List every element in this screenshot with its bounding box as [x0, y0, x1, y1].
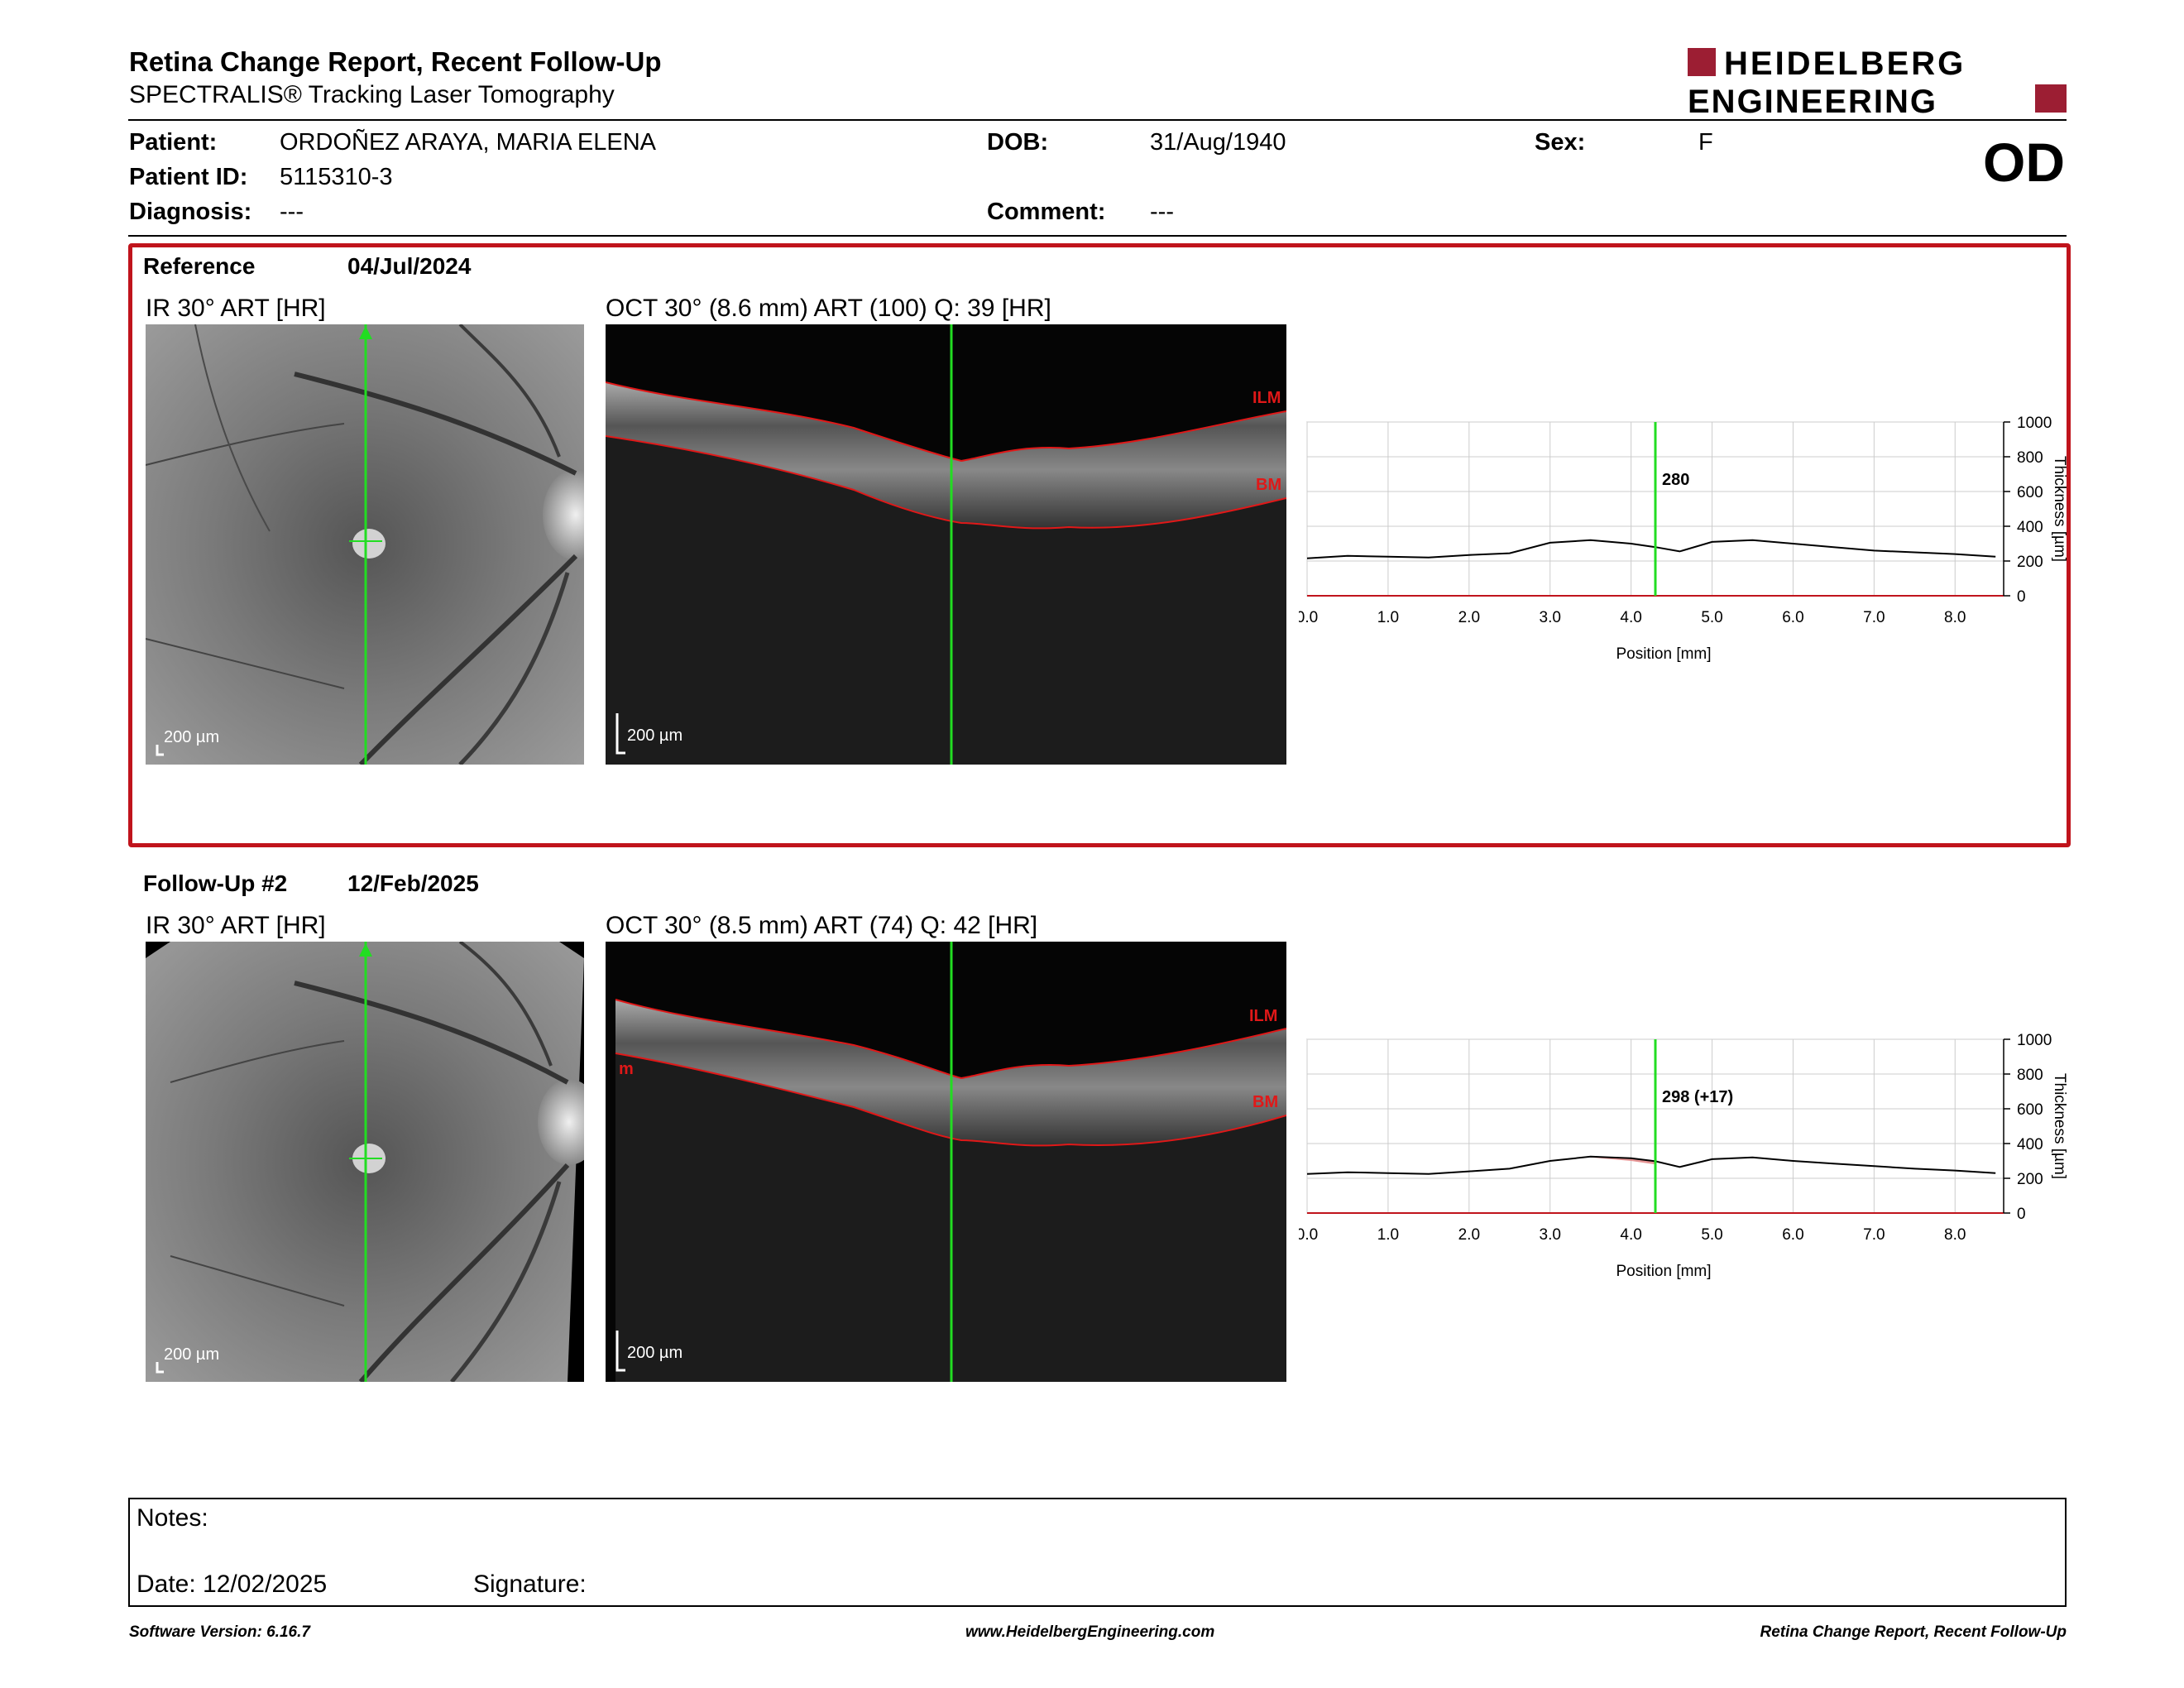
dob-value: 31/Aug/1940	[1150, 129, 1286, 156]
x-tick-label: 1.0	[1377, 1226, 1399, 1244]
svg-text:ILM: ILM	[1252, 389, 1281, 407]
y-tick-label: 800	[2017, 1067, 2043, 1084]
followup-oct-title: OCT 30° (8.5 mm) ART (74) Q: 42 [HR]	[606, 912, 1038, 939]
cursor-value-label: 280	[1662, 471, 1689, 489]
svg-text:BM: BM	[1252, 1093, 1278, 1111]
y-tick-label: 1000	[2017, 415, 2052, 432]
x-tick-label: 0.0	[1299, 1226, 1318, 1244]
svg-text:ENGINEERING: ENGINEERING	[1688, 84, 1937, 117]
report-title: Retina Change Report, Recent Follow-Up	[129, 46, 662, 77]
footer-software-version: Software Version: 6.16.7	[129, 1623, 310, 1641]
y-tick-label: 400	[2017, 1136, 2043, 1153]
followup-thickness-chart: 0.0 1.0 2.0 3.0 4.0 5.0 6.0 7.0 8.0 0 200 400 600 800…	[1299, 1032, 2068, 1280]
x-tick-label: 4.0	[1620, 609, 1641, 626]
change-area	[1590, 1156, 1655, 1165]
y-tick-label: 200	[2017, 1171, 2043, 1188]
reference-thickness-chart: 0.0 1.0 2.0 3.0 4.0 5.0 6.0 7.0 8.0 0 200 400 600 800…	[1299, 415, 2068, 663]
reference-ir-image[interactable]	[146, 324, 584, 765]
reference-ir-scale: 200 µm	[164, 728, 220, 746]
x-tick-label: 0.0	[1299, 609, 1318, 626]
x-tick-label: 3.0	[1540, 1226, 1561, 1244]
comment-label: Comment:	[987, 199, 1106, 225]
notes-box: Notes: Date: 12/02/2025 Signature:	[128, 1498, 2067, 1607]
notes-label: Notes:	[136, 1504, 208, 1532]
followup-label: Follow-Up #2	[143, 870, 288, 896]
followup-oct-scale: 200 µm	[627, 1344, 683, 1362]
y-tick-label: 400	[2017, 519, 2043, 536]
x-tick-label: 7.0	[1863, 1226, 1885, 1244]
y-axis-label: Thickness [µm]	[2051, 1073, 2068, 1179]
x-tick-label: 6.0	[1782, 609, 1803, 626]
notes-date: Date: 12/02/2025	[136, 1571, 328, 1598]
svg-text:ILM: ILM	[1249, 1007, 1277, 1025]
x-tick-label: 2.0	[1458, 609, 1480, 626]
y-tick-label: 600	[2017, 1101, 2043, 1119]
x-tick-label: 7.0	[1863, 609, 1885, 626]
x-tick-label: 3.0	[1540, 609, 1561, 626]
patient-id-value: 5115310-3	[280, 164, 393, 190]
x-tick-label: 8.0	[1944, 1226, 1966, 1244]
x-axis-label: Position [mm]	[1616, 1263, 1711, 1280]
patient-rule	[128, 235, 2067, 237]
svg-text:BM: BM	[1256, 476, 1281, 494]
footer-website[interactable]: www.HeidelbergEngineering.com	[965, 1623, 1215, 1641]
report-subtitle: SPECTRALIS® Tracking Laser Tomography	[129, 81, 615, 108]
y-tick-label: 0	[2017, 588, 2026, 606]
x-tick-label: 2.0	[1458, 1226, 1480, 1244]
eye-indicator: OD	[1983, 132, 2065, 193]
x-tick-label: 5.0	[1701, 1226, 1722, 1244]
footer-report-name: Retina Change Report, Recent Follow-Up	[1760, 1623, 2067, 1641]
x-axis-label: Position [mm]	[1616, 645, 1711, 663]
reference-label: Reference	[143, 253, 256, 279]
x-tick-label: 1.0	[1377, 609, 1399, 626]
y-tick-label: 200	[2017, 554, 2043, 571]
followup-ir-image[interactable]	[146, 942, 584, 1382]
followup-oct-image[interactable]: ILM BM m	[606, 942, 1286, 1382]
followup-ir-scale: 200 µm	[164, 1345, 220, 1364]
followup-date: 12/Feb/2025	[347, 870, 479, 896]
reference-ir-title: IR 30° ART [HR]	[146, 295, 326, 322]
reference-oct-title: OCT 30° (8.6 mm) ART (100) Q: 39 [HR]	[606, 295, 1051, 322]
reference-date: 04/Jul/2024	[347, 253, 472, 279]
svg-text:m: m	[619, 1060, 634, 1078]
comment-value: ---	[1150, 199, 1174, 225]
x-tick-label: 4.0	[1620, 1226, 1641, 1244]
y-tick-label: 0	[2017, 1206, 2026, 1223]
reference-oct-scale: 200 µm	[627, 727, 683, 745]
x-tick-label: 8.0	[1944, 609, 1966, 626]
y-axis-label: Thickness [µm]	[2051, 456, 2068, 562]
patient-id-label: Patient ID:	[129, 164, 248, 190]
cursor-value-label: 298 (+17)	[1662, 1088, 1733, 1106]
sex-label: Sex:	[1535, 129, 1586, 156]
signature-label: Signature:	[473, 1571, 587, 1598]
patient-name: ORDOÑEZ ARAYA, MARIA ELENA	[280, 129, 656, 156]
y-tick-label: 800	[2017, 449, 2043, 467]
followup-ir-title: IR 30° ART [HR]	[146, 912, 326, 939]
svg-text:HEIDELBERG: HEIDELBERG	[1724, 46, 1966, 82]
reference-frame	[128, 243, 2071, 847]
header-rule	[128, 119, 2067, 121]
x-tick-label: 5.0	[1701, 609, 1722, 626]
patient-label: Patient:	[129, 129, 218, 156]
x-tick-label: 6.0	[1782, 1226, 1803, 1244]
y-tick-label: 600	[2017, 484, 2043, 501]
dob-label: DOB:	[987, 129, 1049, 156]
heidelberg-logo: HEIDELBERG ENGINEERING	[1688, 46, 2067, 117]
diagnosis-value: ---	[280, 199, 304, 225]
diagnosis-label: Diagnosis:	[129, 199, 252, 225]
sex-value: F	[1698, 129, 1713, 156]
y-tick-label: 1000	[2017, 1032, 2052, 1049]
reference-oct-image[interactable]: ILM BM	[606, 324, 1286, 765]
